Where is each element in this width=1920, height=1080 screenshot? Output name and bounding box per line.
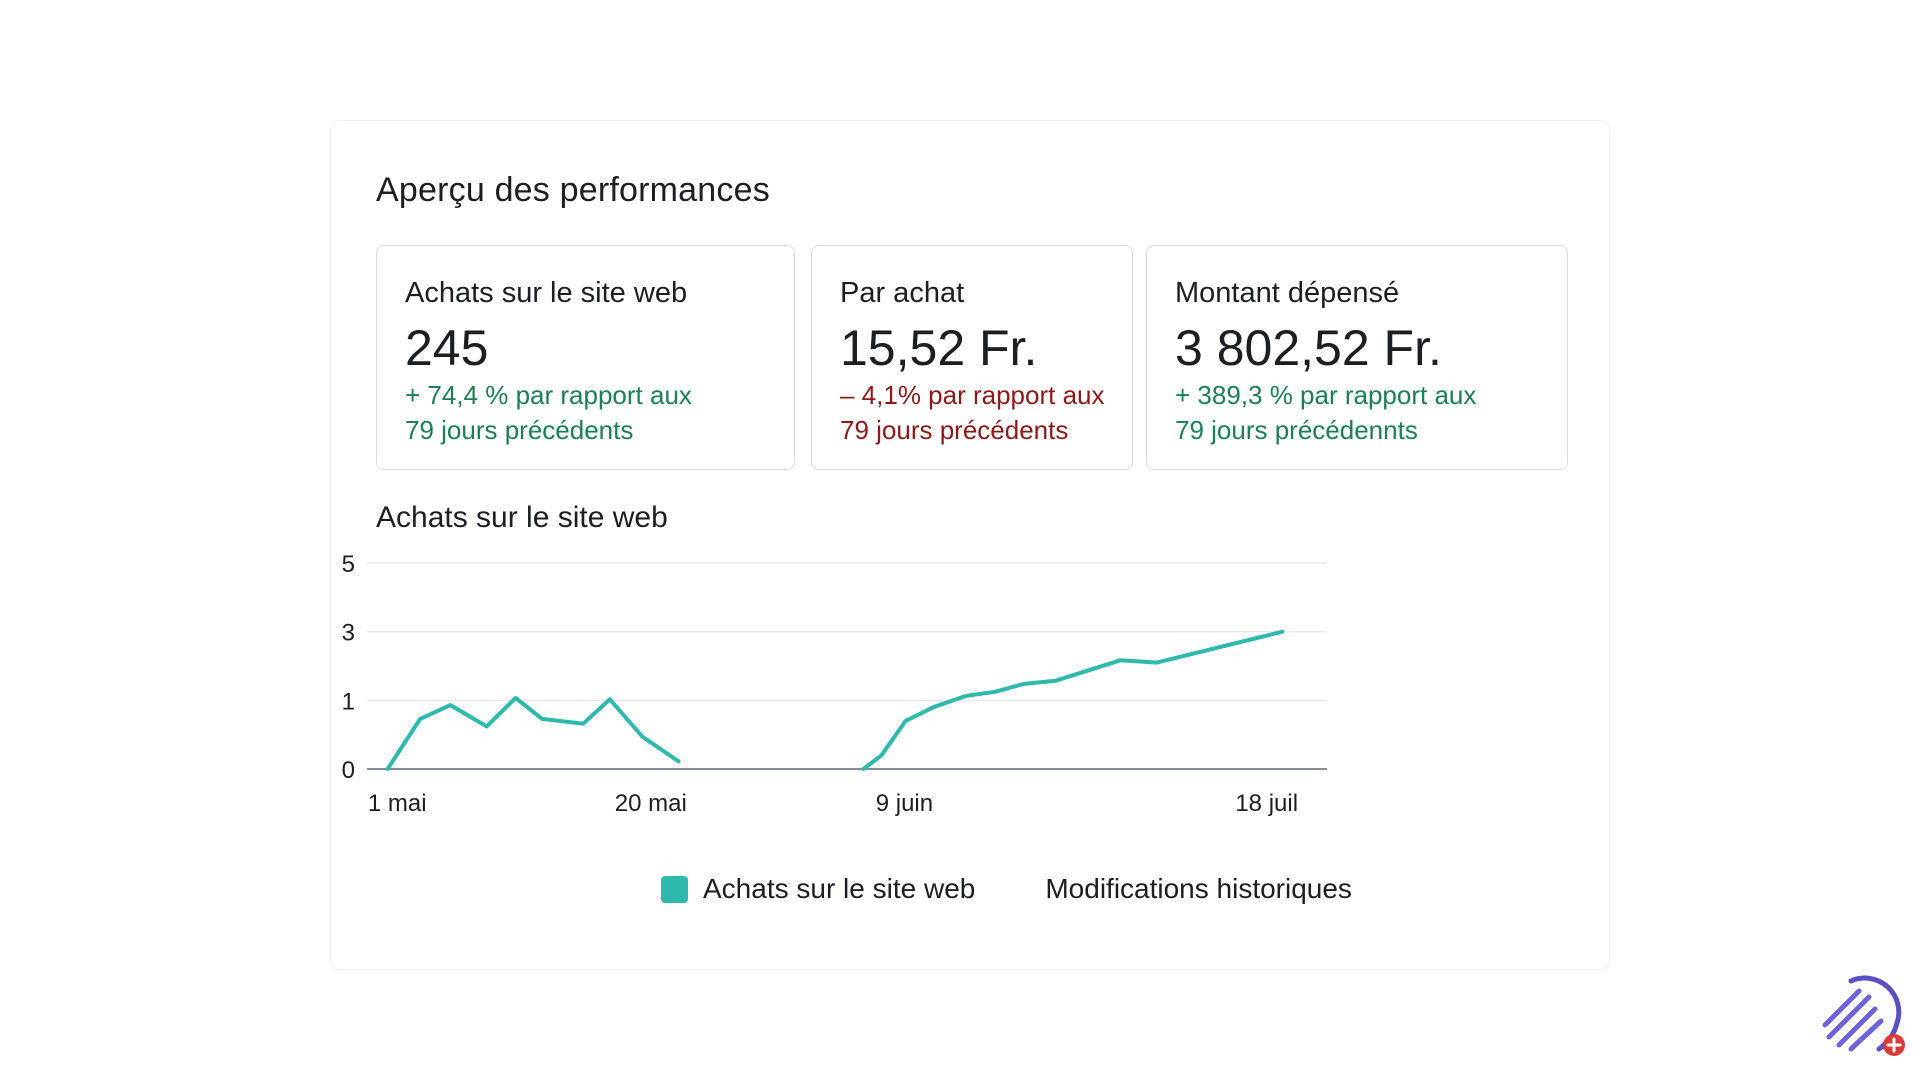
performance-overview-panel: Aperçu des performances Achats sur le si… (330, 120, 1610, 970)
metric-value: 3 802,52 Fr. (1175, 320, 1442, 376)
legend-label: Achats sur le site web (703, 873, 976, 904)
metric-card-per-purchase[interactable]: Par achat 15,52 Fr. – 4,1% par rapport a… (811, 245, 1133, 470)
metric-change: + 389,3 % par rapport aux 79 jours précé… (1175, 378, 1539, 448)
series-line-segment (385, 695, 681, 771)
metric-change-text: – 4,1% par rapport aux (840, 380, 1105, 410)
x-tick-label: 18 juil (1235, 790, 1298, 817)
plus-icon (1883, 1034, 1905, 1056)
legend-item-historical-changes[interactable]: Modifications historiques (1045, 873, 1352, 905)
metric-label: Par achat (840, 277, 965, 309)
legend-label: Modifications historiques (1045, 873, 1352, 904)
metric-change-period: 79 jours précédents (405, 415, 634, 445)
x-tick-label: 9 juin (876, 790, 933, 817)
rocket-swoosh-icon (1822, 975, 1905, 1056)
metric-change-text: + 389,3 % par rapport aux (1175, 380, 1477, 410)
series-line-segment (861, 629, 1285, 771)
legend-item-website-purchases[interactable]: Achats sur le site web (661, 873, 975, 905)
x-tick-label: 1 mai (368, 790, 427, 817)
y-tick-label: 1 (342, 688, 355, 715)
metric-label: Achats sur le site web (405, 277, 688, 309)
x-tick-label: 20 mai (615, 790, 687, 817)
purchases-line-chart: 0 1 3 5 1 mai 20 mai 9 juin 18 juil (342, 551, 1327, 817)
legend-swatch (661, 875, 688, 903)
metric-value: 245 (405, 320, 489, 376)
metric-card-website-purchases[interactable]: Achats sur le site web 245 + 74,4 % par … (376, 245, 795, 470)
metric-change-period: 79 jours précédennts (1175, 415, 1418, 445)
chart-legend: Achats sur le site web Modifications his… (661, 873, 1352, 905)
y-tick-label: 0 (342, 757, 355, 784)
metric-card-amount-spent[interactable]: Montant dépensé 3 802,52 Fr. + 389,3 % p… (1146, 245, 1568, 470)
chart-title: Achats sur le site web (376, 501, 668, 534)
metric-change-text: + 74,4 % par rapport aux (405, 380, 692, 410)
metric-change: – 4,1% par rapport aux 79 jours précéden… (840, 378, 1105, 448)
metric-change-period: 79 jours précédents (840, 415, 1069, 445)
y-tick-label: 5 (342, 551, 355, 578)
metric-change: + 74,4 % par rapport aux 79 jours précéd… (405, 378, 766, 448)
metric-value: 15,52 Fr. (840, 320, 1038, 376)
y-tick-label: 3 (342, 620, 355, 647)
metric-label: Montant dépensé (1175, 277, 1400, 309)
page-title: Aperçu des performances (376, 171, 770, 209)
